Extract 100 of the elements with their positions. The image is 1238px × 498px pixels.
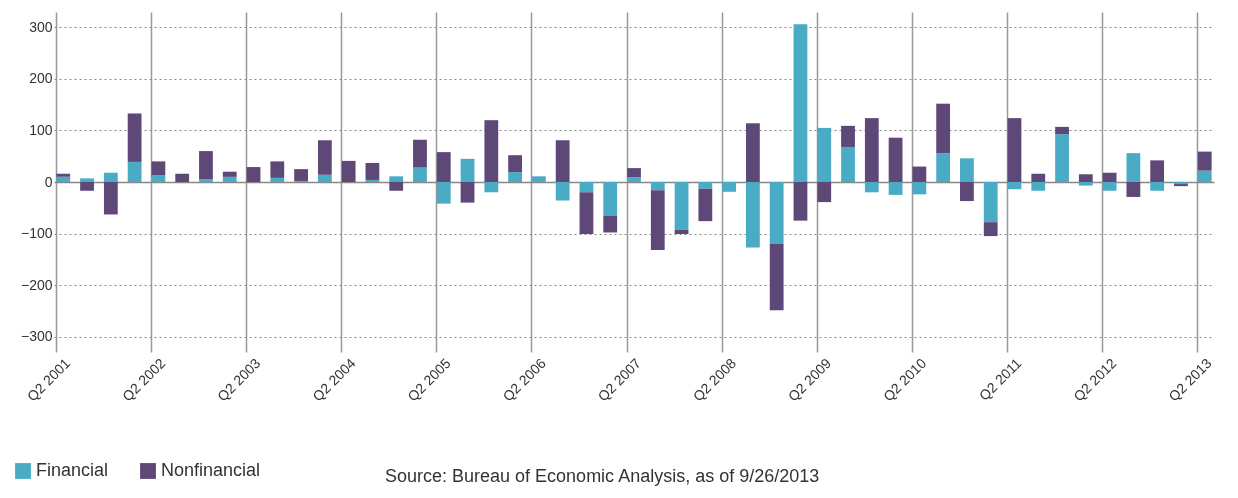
bar — [508, 155, 522, 173]
y-tick-label: 300 — [29, 18, 53, 35]
bar — [603, 182, 618, 216]
legend-label: Financial — [36, 460, 109, 480]
bar — [531, 176, 546, 182]
bar — [484, 120, 499, 182]
bar — [627, 168, 641, 178]
bar — [674, 182, 689, 230]
bar — [698, 182, 713, 189]
bar — [365, 162, 380, 180]
bar — [1102, 172, 1117, 182]
bar — [436, 182, 451, 204]
bar — [983, 182, 998, 223]
bar — [983, 222, 998, 237]
bar — [603, 216, 618, 233]
bar — [127, 161, 142, 182]
bar — [103, 172, 118, 182]
y-tick-label: 100 — [29, 121, 53, 138]
bar — [341, 160, 356, 182]
bar — [389, 182, 404, 191]
y-tick-label: −200 — [20, 276, 53, 293]
bar — [960, 158, 974, 182]
bar — [413, 139, 427, 168]
bar — [674, 229, 689, 235]
bar — [1150, 182, 1165, 191]
bar — [793, 24, 808, 182]
bar — [698, 188, 713, 222]
bar — [1197, 151, 1212, 171]
bar — [80, 182, 94, 191]
bar — [1102, 182, 1117, 191]
bar — [508, 172, 522, 182]
bar — [413, 167, 427, 182]
bar — [222, 171, 237, 177]
bar — [769, 243, 784, 311]
y-tick-label: 200 — [29, 70, 53, 87]
bar — [627, 177, 641, 182]
bar — [555, 182, 570, 201]
source-note: Source: Bureau of Economic Analysis, as of 9/26/2013 — [385, 466, 820, 487]
bar — [841, 125, 855, 147]
bar — [936, 103, 951, 154]
bar — [579, 192, 594, 235]
bar — [127, 113, 142, 162]
bar — [817, 127, 832, 182]
bar — [317, 140, 332, 175]
bar — [888, 182, 903, 195]
bar — [199, 151, 213, 180]
bar — [912, 182, 927, 195]
bar — [1126, 182, 1141, 197]
bar — [365, 179, 380, 182]
bar — [888, 137, 903, 182]
bar — [270, 161, 285, 178]
bar — [80, 178, 94, 182]
bar — [294, 169, 308, 181]
bar — [317, 174, 332, 182]
bar — [864, 118, 879, 182]
bar — [222, 176, 237, 182]
bar — [460, 158, 475, 182]
bar — [1126, 153, 1141, 182]
bar — [389, 176, 404, 182]
bar — [769, 182, 784, 244]
bar — [722, 182, 737, 192]
legend-label: Nonfinancial — [161, 460, 261, 480]
bar — [841, 146, 855, 182]
bar — [1007, 118, 1022, 182]
bar — [650, 182, 665, 191]
bar — [1197, 170, 1212, 182]
bar — [151, 161, 166, 176]
bar — [1078, 182, 1093, 186]
bar — [199, 179, 213, 182]
bar — [960, 182, 974, 202]
bar — [793, 182, 808, 221]
bar — [1150, 160, 1165, 182]
bar — [103, 182, 118, 215]
bar — [175, 173, 190, 182]
bar — [270, 177, 285, 182]
bar — [864, 182, 879, 193]
bar — [1007, 182, 1022, 190]
bar — [746, 123, 760, 182]
bar — [246, 167, 261, 182]
bar — [817, 182, 832, 203]
bar — [1078, 174, 1093, 182]
bar — [436, 152, 451, 182]
bar — [460, 182, 475, 203]
y-tick-label: 0 — [44, 173, 53, 190]
bar — [151, 175, 166, 182]
bar — [746, 182, 760, 248]
y-tick-label: −100 — [20, 225, 53, 242]
bar — [579, 182, 594, 193]
bar — [650, 190, 665, 250]
bar — [56, 176, 71, 182]
bar — [484, 182, 499, 193]
y-tick-label: −300 — [20, 328, 53, 345]
bar — [1055, 134, 1069, 182]
bar — [555, 140, 570, 182]
bar — [56, 173, 71, 177]
bar — [1055, 126, 1069, 135]
bar — [912, 166, 927, 182]
bar — [936, 153, 951, 182]
bar — [1031, 182, 1046, 191]
bar — [1031, 173, 1046, 182]
